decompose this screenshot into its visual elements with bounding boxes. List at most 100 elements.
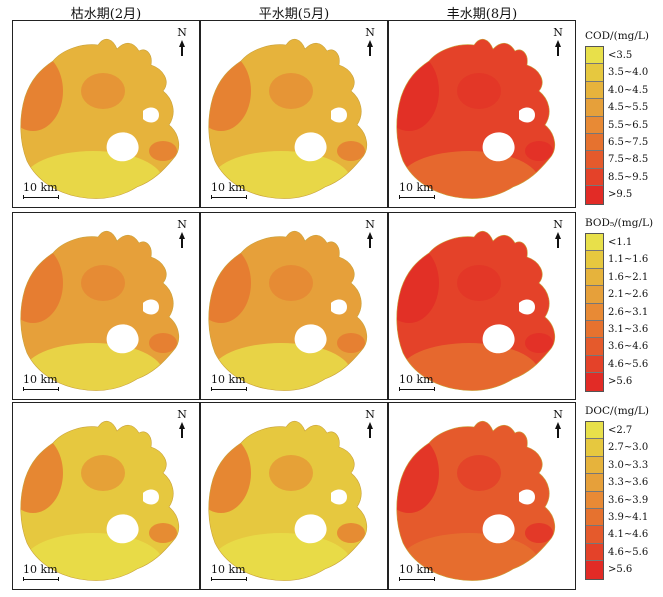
lake-map	[20, 38, 180, 199]
island-shape	[482, 324, 515, 354]
legend-label: 2.7~3.0	[608, 442, 649, 454]
legend-swatch: 3.6~4.6	[586, 338, 648, 356]
map-panel: N 10 km	[200, 212, 388, 400]
map-panel: N 10 km	[388, 212, 576, 400]
scale-label: 10 km	[399, 181, 434, 194]
legend-label: 6.5~7.5	[608, 136, 649, 148]
map-panel: N 10 km	[200, 20, 388, 208]
map-panel: N 10 km	[388, 402, 576, 590]
north-arrow-icon: N	[363, 409, 377, 438]
legend-label: 4.0~4.5	[608, 84, 649, 96]
lake-map	[20, 230, 180, 391]
legend-cod: COD/(mg/L) <3.5 3.5~4.0 4.0~4.5 4.5~5.5 5.5~…	[585, 30, 661, 205]
legend-swatch: 3.1~3.6	[586, 320, 648, 339]
scale-bar: 10 km	[399, 563, 435, 581]
island-shape	[143, 489, 159, 505]
legend-swatch: 8.5~9.5	[586, 168, 648, 187]
island-shape	[519, 299, 535, 315]
island-shape	[294, 324, 327, 354]
north-arrow-icon: N	[363, 219, 377, 248]
island-shape	[331, 489, 347, 505]
north-label: N	[365, 218, 375, 231]
legend-swatch: <3.5	[586, 47, 632, 65]
lake-map	[208, 38, 368, 199]
north-arrow-icon: N	[363, 27, 377, 56]
legend-swatch: 4.0~4.5	[586, 81, 648, 100]
legend-label: <1.1	[608, 237, 633, 248]
legend-items: <2.7 2.7~3.0 3.0~3.3 3.3~3.6 3.6~3.9 3.9~4.1 4…	[585, 421, 648, 580]
lake-outline	[20, 230, 180, 391]
island-shape	[106, 132, 139, 162]
scale-bar: 10 km	[399, 373, 435, 391]
legend-swatch: 3.9~4.1	[586, 508, 648, 527]
legend-swatch: >5.6	[586, 373, 632, 391]
legend-swatch: 1.1~1.6	[586, 251, 648, 269]
north-arrow-icon: N	[551, 219, 565, 248]
lake-map	[396, 420, 556, 581]
legend-label: 4.6~5.6	[608, 546, 649, 558]
scale-label: 10 km	[211, 373, 246, 386]
lake-map	[396, 38, 556, 199]
north-label: N	[553, 218, 563, 231]
legend-label: 8.5~9.5	[608, 171, 649, 183]
legend-swatch: 6.5~7.5	[586, 133, 648, 152]
legend-label: 3.6~4.6	[608, 341, 649, 353]
legend-label: >9.5	[608, 189, 633, 201]
lake-map	[20, 420, 180, 581]
legend-label: 4.5~5.5	[608, 102, 649, 114]
legend-label: 1.6~2.1	[608, 271, 649, 283]
island-shape	[482, 514, 515, 544]
lake-outline	[396, 420, 556, 581]
column-title-normal-season: 平水期(5月)	[258, 7, 330, 22]
map-panel: N 10 km	[200, 402, 388, 590]
island-shape	[106, 324, 139, 354]
map-panel: N 10 km	[388, 20, 576, 208]
legend-swatch: 2.6~3.1	[586, 303, 648, 321]
legend-label: 5.5~6.5	[608, 119, 649, 131]
legend-label: 1.1~1.6	[608, 254, 649, 266]
north-label: N	[177, 26, 187, 39]
north-arrow-icon: N	[551, 409, 565, 438]
legend-title: DOC/(mg/L)	[585, 405, 649, 417]
legend-swatch: 4.6~5.6	[586, 543, 648, 562]
lake-outline	[20, 420, 180, 581]
legend-label: 3.0~3.3	[608, 459, 649, 471]
legend-title: COD/(mg/L)	[585, 30, 649, 42]
scale-bar: 10 km	[211, 181, 247, 199]
map-panel: N 10 km	[12, 212, 200, 400]
legend-swatch: 4.1~4.6	[586, 526, 648, 544]
scale-bar: 10 km	[211, 373, 247, 391]
legend-swatch: 2.1~2.6	[586, 286, 648, 304]
scale-bar: 10 km	[23, 373, 59, 391]
lake-outline	[208, 420, 368, 581]
scale-bar: 10 km	[399, 181, 435, 199]
legend-swatch: 3.3~3.6	[586, 474, 648, 492]
map-panel: N 10 km	[12, 402, 200, 590]
scale-label: 10 km	[23, 373, 58, 386]
north-arrow-icon: N	[175, 27, 189, 56]
legend-label: >5.6	[608, 564, 633, 576]
island-shape	[106, 514, 139, 544]
lake-outline	[20, 38, 180, 199]
north-arrow-icon: N	[551, 27, 565, 56]
legend-swatch: 3.6~3.9	[586, 491, 648, 509]
legend-swatch: <1.1	[586, 234, 632, 252]
lake-outline	[396, 38, 556, 199]
island-shape	[482, 132, 515, 162]
north-arrow-icon: N	[175, 219, 189, 248]
legend-bod5: BOD₅/(mg/L) <1.1 1.1~1.6 1.6~2.1 2.1~2.6 2.6…	[585, 217, 661, 392]
scale-bar: 10 km	[23, 181, 59, 199]
legend-swatch: >5.6	[586, 561, 632, 579]
column-title-wet-season: 丰水期(8月)	[446, 7, 518, 22]
legend-label: 4.6~5.6	[608, 358, 649, 370]
scale-label: 10 km	[399, 563, 434, 576]
legend-swatch: <2.7	[586, 422, 632, 440]
legend-label: 2.6~3.1	[608, 306, 649, 318]
island-shape	[143, 107, 159, 123]
lake-outline	[208, 38, 368, 199]
lake-map	[208, 230, 368, 391]
scale-label: 10 km	[23, 563, 58, 576]
lake-map	[208, 420, 368, 581]
legend-label: 3.1~3.6	[608, 323, 649, 335]
legend-swatch: 5.5~6.5	[586, 116, 648, 134]
